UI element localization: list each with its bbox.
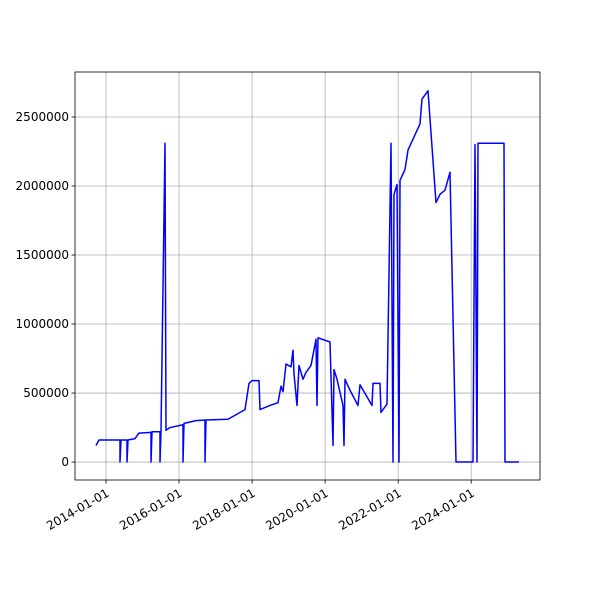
y-tick-label: 500000 xyxy=(23,386,69,400)
x-tick-label: 2020-01-01 xyxy=(263,486,330,533)
x-tick-label: 2016-01-01 xyxy=(117,486,184,533)
y-tick-label: 2000000 xyxy=(16,179,69,193)
x-tick-label: 2024-01-01 xyxy=(409,486,476,533)
y-tick-label: 0 xyxy=(61,455,69,469)
x-tick-label: 2018-01-01 xyxy=(190,486,257,533)
y-tick-label: 1000000 xyxy=(16,317,69,331)
plot-frame xyxy=(74,71,541,481)
y-tick-label: 1500000 xyxy=(16,248,69,262)
x-tick-label: 2022-01-01 xyxy=(336,486,403,533)
data-line xyxy=(95,90,519,463)
grid xyxy=(75,72,540,480)
x-tick-label: 2014-01-01 xyxy=(44,486,111,533)
y-tick-label: 2500000 xyxy=(16,110,69,124)
